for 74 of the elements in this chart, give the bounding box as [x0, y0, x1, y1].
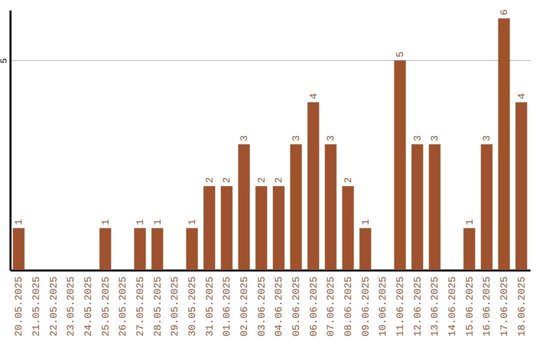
- data-label: 1: [361, 219, 372, 226]
- x-tick-label: 24.05.2025: [84, 276, 95, 337]
- bar: [272, 186, 284, 270]
- x-tick-label: 10.06.2025: [378, 276, 390, 337]
- bar: [152, 228, 164, 270]
- bar: [394, 60, 406, 270]
- bar: [308, 102, 320, 270]
- bar: [204, 186, 216, 270]
- x-tick-label: 09.06.2025: [361, 276, 372, 337]
- x-tick-label: 28.05.2025: [153, 276, 164, 337]
- x-tick-label: 26.05.2025: [118, 276, 130, 337]
- x-tick-label: 22.05.2025: [49, 276, 60, 337]
- bar: [480, 144, 492, 270]
- x-tick-label: 31.05.2025: [205, 276, 216, 337]
- data-label: 3: [292, 135, 303, 142]
- data-label: 1: [153, 219, 164, 226]
- bar: [238, 144, 250, 270]
- data-label: 4: [309, 93, 320, 100]
- bar: [220, 186, 232, 270]
- x-tick-label: 07.06.2025: [326, 276, 338, 337]
- x-tick-label: 01.06.2025: [222, 276, 234, 337]
- data-label: 2: [205, 177, 216, 184]
- x-tick-label: 27.05.2025: [136, 276, 147, 337]
- x-tick-label: 06.06.2025: [309, 276, 320, 337]
- data-label: 2: [274, 177, 286, 184]
- bar: [134, 228, 146, 270]
- data-label: 1: [136, 219, 147, 226]
- x-tick-label: 15.06.2025: [465, 276, 476, 337]
- data-label: 1: [101, 219, 112, 226]
- x-tick-label: 16.06.2025: [482, 276, 494, 337]
- data-label: 3: [430, 135, 442, 142]
- bar: [12, 228, 24, 270]
- x-tick-label: 29.05.2025: [170, 276, 182, 337]
- x-tick-label: 30.05.2025: [188, 276, 199, 337]
- x-tick-label: 12.06.2025: [413, 276, 424, 337]
- data-label: 5: [396, 51, 407, 58]
- data-label: 2: [222, 177, 234, 184]
- x-tick-label: 14.06.2025: [448, 276, 459, 337]
- x-tick-label: 11.06.2025: [396, 276, 407, 337]
- x-tick-label: 18.06.2025: [517, 276, 528, 337]
- data-label: 6: [500, 9, 511, 16]
- bar: [428, 144, 440, 270]
- x-tick-label: 04.06.2025: [274, 276, 286, 337]
- x-tick-label: 08.06.2025: [344, 276, 355, 337]
- data-label: 2: [257, 177, 268, 184]
- x-tick-label: 23.05.2025: [66, 276, 78, 337]
- bar: [464, 228, 476, 270]
- x-tick-label: 20.05.2025: [14, 276, 26, 337]
- bar: [256, 186, 268, 270]
- data-label: 3: [413, 135, 424, 142]
- bar: [412, 144, 424, 270]
- data-label: 1: [14, 219, 26, 226]
- data-label: 1: [188, 219, 199, 226]
- data-label: 3: [240, 135, 251, 142]
- x-tick-label: 05.06.2025: [292, 276, 303, 337]
- bar: [516, 102, 528, 270]
- data-label: 4: [517, 93, 528, 100]
- data-label: 2: [344, 177, 355, 184]
- x-tick-label: 03.06.2025: [257, 276, 268, 337]
- x-tick-label: 02.06.2025: [240, 276, 251, 337]
- x-tick-label: 25.05.2025: [101, 276, 112, 337]
- x-tick-label: 21.05.2025: [32, 276, 43, 337]
- x-tick-label: 13.06.2025: [430, 276, 442, 337]
- bar: [100, 228, 112, 270]
- bar: [290, 144, 302, 270]
- bar: [324, 144, 336, 270]
- data-label: 3: [482, 135, 494, 142]
- bar: [498, 18, 510, 270]
- bar: [342, 186, 354, 270]
- data-label: 3: [326, 135, 338, 142]
- x-tick-label: 17.06.2025: [500, 276, 511, 337]
- bar: [186, 228, 198, 270]
- bar: [360, 228, 372, 270]
- data-label: 1: [465, 219, 476, 226]
